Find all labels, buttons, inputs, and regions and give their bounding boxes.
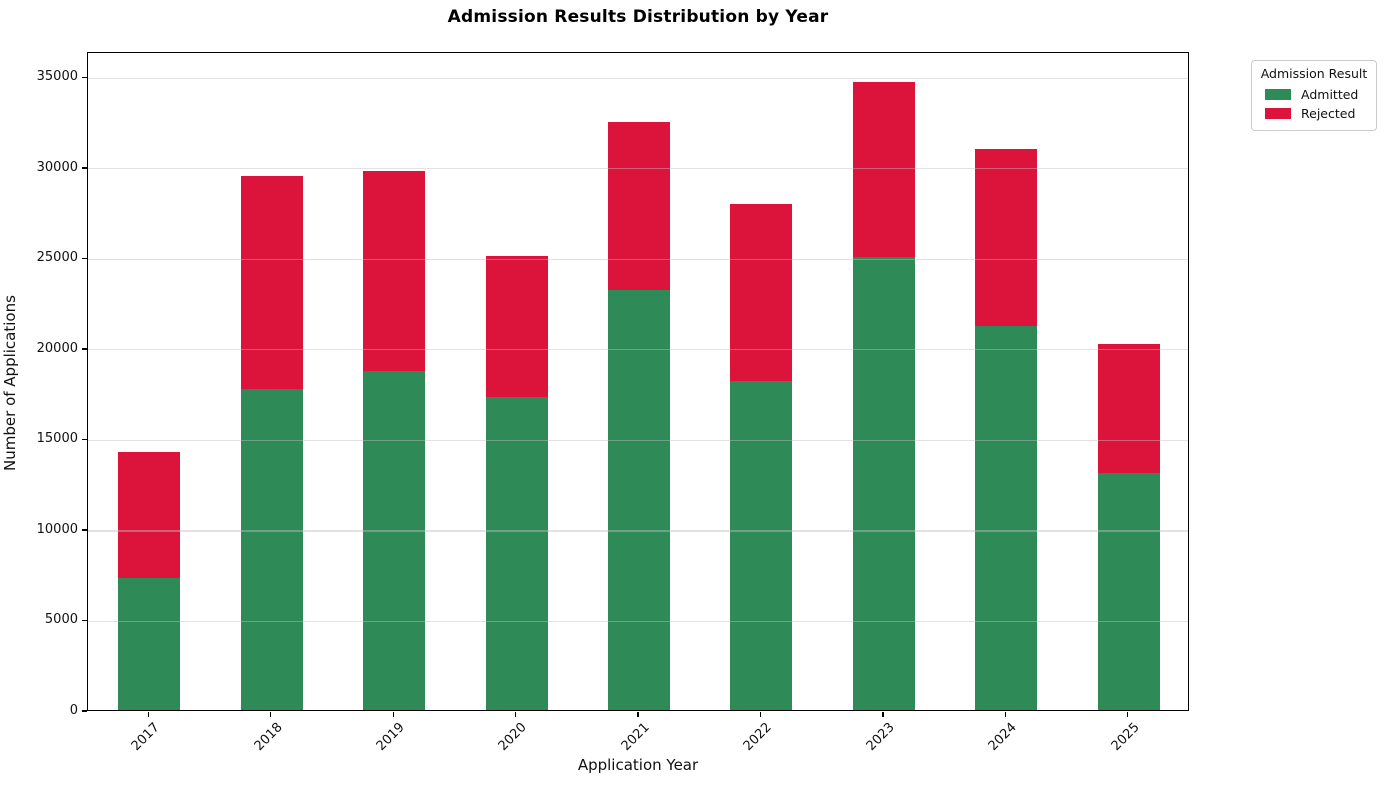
y-tick-mark	[82, 529, 87, 531]
gridline	[88, 258, 1188, 260]
bar-segment-rejected-2017	[118, 452, 181, 578]
y-tick-mark	[82, 76, 87, 79]
y-tick-label: 20000	[36, 340, 78, 356]
gridline	[88, 620, 1188, 623]
plot-area	[87, 52, 1189, 711]
y-tick-label: 5000	[44, 612, 78, 628]
gridline	[88, 530, 1188, 532]
y-tick-label: 15000	[36, 431, 78, 447]
chart-title: Admission Results Distribution by Year	[447, 7, 829, 27]
x-axis-label: Application Year	[577, 756, 699, 774]
x-tick-mark	[147, 712, 149, 717]
bar-segment-admitted-2022	[730, 380, 793, 710]
bar-segment-admitted-2017	[118, 577, 181, 710]
bar-segment-rejected-2022	[730, 203, 793, 381]
bar-segment-rejected-2023	[852, 81, 915, 258]
gridline	[88, 439, 1188, 442]
bar-segment-rejected-2018	[240, 175, 303, 389]
legend-item-rejected: Rejected	[1259, 104, 1369, 123]
bar-segment-admitted-2019	[363, 370, 426, 710]
y-tick-mark	[82, 167, 87, 169]
bar-segment-rejected-2025	[1097, 344, 1160, 473]
y-tick-label: 0	[69, 703, 78, 718]
gridline	[88, 349, 1188, 351]
y-tick-mark	[82, 710, 87, 712]
x-tick-mark	[1127, 712, 1129, 717]
bar-segment-admitted-2024	[975, 326, 1038, 710]
y-tick-mark	[82, 619, 87, 622]
y-tick-label: 10000	[36, 521, 78, 537]
y-tick-mark	[82, 348, 87, 350]
x-tick-mark	[514, 712, 517, 717]
x-tick-mark	[882, 712, 884, 717]
x-tick-mark	[637, 712, 639, 717]
bar-segment-admitted-2025	[1097, 472, 1160, 710]
bar-segment-rejected-2021	[608, 121, 670, 290]
bar-segment-admitted-2020	[485, 396, 548, 710]
x-tick-mark	[270, 712, 272, 717]
gridline	[88, 77, 1188, 79]
x-tick-mark	[1004, 712, 1007, 717]
legend-label-admitted: Admitted	[1301, 87, 1359, 102]
y-axis-label: Number of Applications	[1, 295, 19, 471]
legend-item-admitted: Admitted	[1259, 85, 1369, 104]
admitted-color-swatch	[1265, 89, 1291, 100]
bar-segment-rejected-2024	[975, 148, 1038, 327]
y-tick-label: 35000	[36, 69, 78, 85]
legend-title: Admission Result	[1260, 66, 1368, 81]
y-tick-label: 30000	[36, 159, 78, 175]
bar-segment-rejected-2019	[363, 171, 426, 371]
x-tick-mark	[759, 712, 762, 717]
y-tick-mark	[82, 257, 87, 260]
y-tick-mark	[82, 438, 87, 441]
legend-label-rejected: Rejected	[1301, 106, 1356, 121]
legend: Admission Result Admitted Rejected	[1251, 60, 1377, 131]
rejected-color-swatch	[1265, 108, 1291, 119]
bar-segment-admitted-2023	[852, 257, 915, 710]
x-tick-mark	[392, 712, 394, 717]
gridline	[88, 168, 1188, 170]
bar-segment-admitted-2018	[240, 388, 303, 710]
y-tick-label: 25000	[36, 250, 78, 266]
bar-segment-admitted-2021	[608, 289, 670, 710]
bar-segment-rejected-2020	[485, 255, 548, 397]
